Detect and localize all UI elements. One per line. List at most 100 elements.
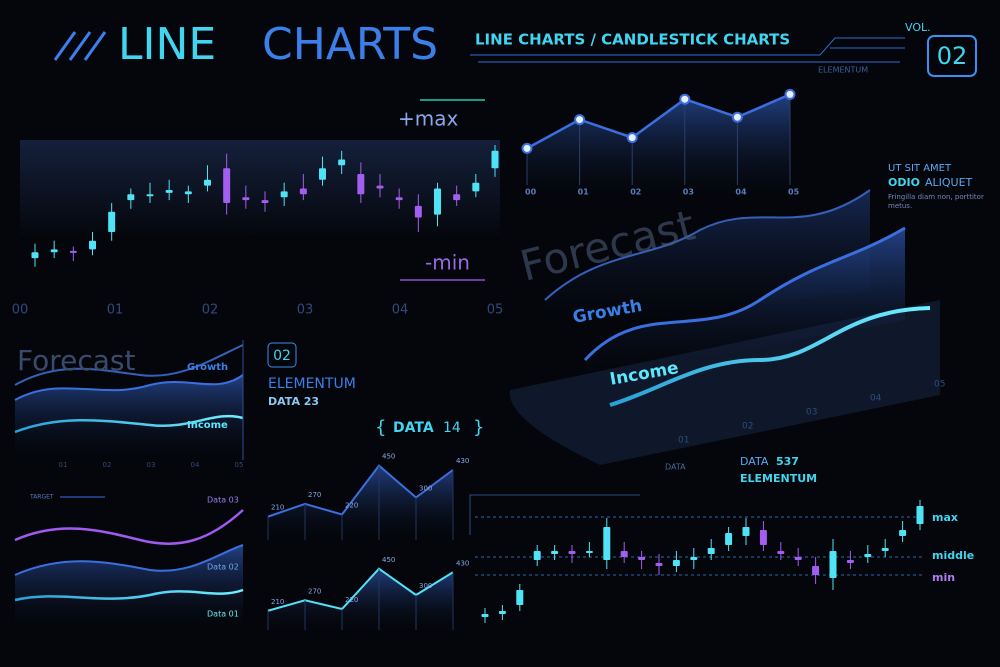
candle-body [516,590,524,605]
candle-body [242,197,250,201]
candle-body [184,191,192,195]
candle-body [414,205,422,218]
candle-body [829,551,837,578]
line-area [527,94,790,200]
candle-body [707,548,715,554]
brand: ELEMENTUM [818,66,868,75]
bottom-middle: middle [932,549,974,562]
min-label: -min [425,251,470,275]
point [679,93,691,105]
point [731,111,743,123]
mini-label: 300 [419,582,432,590]
forecast-small [14,340,244,460]
x-tick-label: 04 [191,461,200,469]
mini-label: 450 [382,556,395,564]
mini-label: 300 [419,485,432,493]
candle-body [742,527,750,536]
candle-body [638,557,646,560]
forecast-small-income: Income [187,420,228,431]
candle-body [568,551,576,554]
candle-body [491,150,499,169]
mini-line [267,567,454,612]
candle-body [472,182,480,192]
candle-body [261,200,269,203]
x-tick-label: 05 [788,188,800,197]
line [526,93,791,150]
candle-body [585,551,593,553]
mini-label: 220 [345,596,358,604]
forecast-small-growth: Growth [187,362,228,373]
point [521,142,533,154]
x-tick-label: 04 [392,303,409,318]
candle-body [395,197,403,201]
bottom-title-b: 537 [776,455,799,468]
candle-body [89,240,96,250]
candle-body [357,174,365,195]
mini-area [268,465,453,540]
title-a: LINE [118,19,216,70]
x-tick-label: 01 [107,303,124,318]
candle-body [690,557,698,560]
x-tick-label: 03 [147,461,156,469]
x-tick-label: 03 [297,303,314,318]
info-brand: ELEMENTUM [268,376,356,392]
bottom-frame [469,494,640,535]
info-box [267,342,297,368]
mini-line [267,464,454,518]
forecast-3d [509,189,940,465]
x-tick-label: 03 [683,188,694,197]
info-number: 02 [273,348,291,364]
x-tick-label: 00 [12,303,29,318]
candle-body [916,506,924,524]
x-tick-label: 05 [934,380,945,390]
candle-body [338,159,346,166]
brace: } [473,417,484,438]
candle-body [434,188,441,215]
forecast-3d-data: DATA [665,463,686,472]
bottom-title-a: DATA [740,455,769,468]
info-data: DATA 23 [268,395,319,408]
x-tick-label: 03 [806,408,817,418]
candle-body [881,548,889,551]
candle-body [280,191,288,198]
candle-body [794,557,802,560]
candle-body [223,168,231,203]
note-body: metus. [888,202,912,210]
x-tick-label: 05 [235,461,244,469]
mini-label: 430 [456,457,469,465]
candle-body [725,533,733,545]
x-tick-label: 04 [735,188,747,197]
candle-body [376,185,384,189]
mini-area [268,568,453,630]
candle-body [146,194,154,197]
point [574,114,586,126]
x-tick-label: 02 [202,303,219,318]
header-deco [53,31,107,61]
candle-body [31,252,39,259]
candle-body [812,566,820,575]
candle-body [127,194,135,201]
mini-label: 220 [345,502,358,510]
vol-number: 02 [937,42,968,70]
candle-body [864,554,872,557]
x-tick-label: 01 [578,188,590,197]
subtitle: LINE CHARTS / CANDLESTICK CHARTS [475,31,790,49]
candle-body [846,560,854,563]
wave-label: Data 01 [207,610,239,619]
max-label: +max [398,107,458,131]
candle-body [299,188,307,195]
x-tick-label: 01 [678,436,689,446]
candle-body [69,250,77,253]
title-b: CHARTS [262,19,438,70]
point [784,88,796,100]
x-tick-label: 01 [59,461,68,469]
bottom-min: min [932,571,955,584]
waves [14,496,244,630]
candle-band [20,140,500,235]
candle-body [481,614,489,617]
bottom-deco [475,516,925,576]
x-tick-label: 00 [525,188,537,197]
candle-body [108,211,116,232]
